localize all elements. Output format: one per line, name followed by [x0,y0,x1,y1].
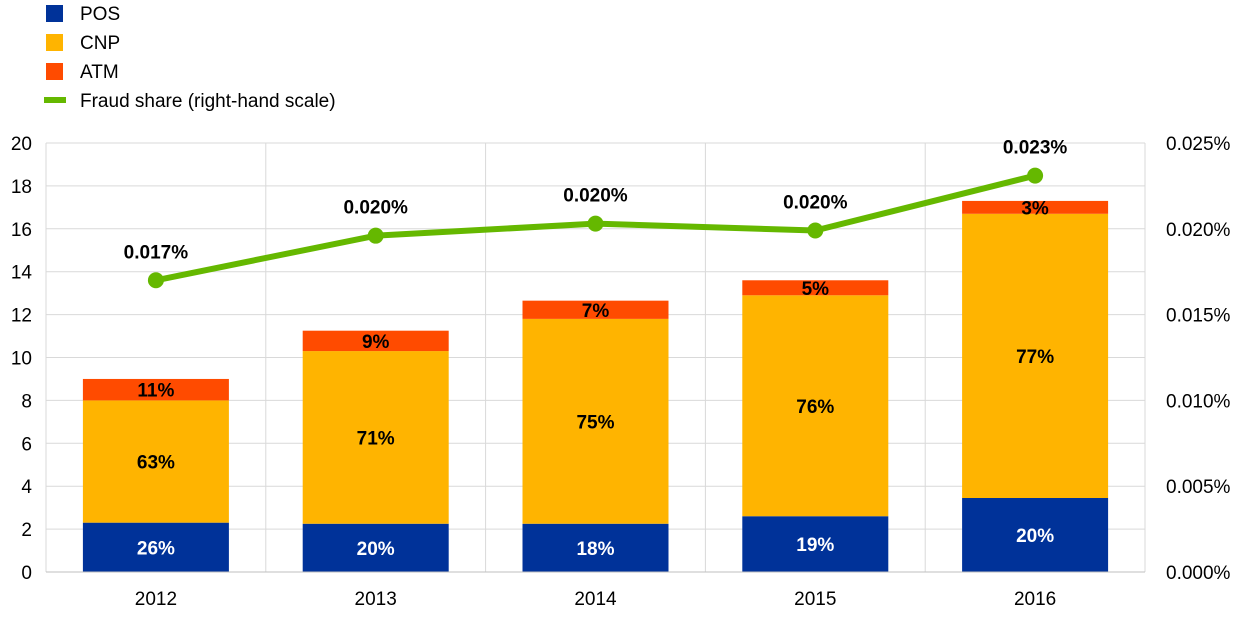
fraud-share-point [147,272,164,289]
legend-label: POS [80,4,120,25]
bar-atm [962,200,1109,214]
y-left-tick-label: 6 [21,434,32,455]
x-tick-label: 2013 [355,589,397,610]
bars: 26% 63% 11% 20% 71% 9% 18% 75% 7% 19% 76% 5% 20% 77% 3… [82,198,1109,572]
bar-atm [82,378,229,401]
y-right-tick-label: 0.010% [1166,391,1231,412]
bar-data-label: 77% [1016,347,1054,368]
bar-data-label: 20% [357,539,395,560]
legend: POS CNP ATM Fraud share (right-hand scale) [44,4,336,112]
bar-cnp [962,213,1109,498]
bar-data-label: 18% [576,539,614,560]
x-tick-label: 2012 [135,589,177,610]
y-left-tick-label: 0 [21,563,32,584]
fraud-share-line: 0.017% 0.020% 0.020% 0.020% 0.023% [124,138,1068,289]
fraud-share-data-label: 0.023% [1003,138,1068,159]
bar-cnp [742,295,889,517]
bar-data-label: 76% [796,397,834,418]
bar-data-label: 20% [1016,526,1054,547]
bar-cnp [522,318,669,524]
bar-data-label: 3% [1021,198,1049,219]
fraud-share-point [807,222,824,239]
fraud-share-data-label: 0.020% [343,198,408,219]
y-right-tick-label: 0.005% [1166,477,1231,498]
y-right-tick-label: 0.000% [1166,563,1231,584]
axes: 0 2 4 6 8 10 12 14 16 18 20 0.000% 0.005% 0.010% 0.015… [11,134,1231,610]
y-left-tick-label: 2 [21,520,32,541]
y-right-tick-label: 0.025% [1166,134,1231,155]
legend-label: ATM [80,62,119,83]
bar-atm [522,300,669,319]
y-left-tick-label: 14 [11,263,33,284]
y-left-tick-label: 8 [21,391,32,412]
legend-label: CNP [80,33,120,54]
legend-swatch [46,34,63,51]
x-tick-label: 2014 [574,589,617,610]
fraud-share-data-label: 0.020% [783,193,848,214]
bar-data-label: 7% [582,301,610,322]
y-right-tick-label: 0.015% [1166,306,1231,327]
x-tick-label: 2015 [794,589,836,610]
bar-atm [302,330,449,352]
x-tick-label: 2016 [1014,589,1056,610]
legend-swatch [46,63,63,80]
bar-cnp [82,400,229,523]
bar-data-label: 63% [137,453,175,474]
bar-pos [82,522,229,572]
bar-pos [962,497,1109,572]
fraud-share-data-label: 0.017% [124,242,189,263]
bar-data-label: 19% [796,535,834,556]
y-left-tick-label: 16 [11,220,32,241]
bar-data-label: 26% [137,538,175,559]
legend-swatch [46,5,63,22]
fraud-share-data-label: 0.020% [563,186,628,207]
bar-data-label: 11% [137,381,174,402]
fraud-share-point [1027,167,1044,184]
y-left-tick-label: 12 [11,306,32,327]
bar-atm [742,280,889,296]
fraud-share-point [367,227,384,244]
y-right-tick-label: 0.020% [1166,220,1231,241]
bar-pos [522,523,669,572]
bar-pos [302,523,449,572]
y-left-tick-label: 20 [11,134,32,155]
bar-data-label: 71% [357,428,395,449]
bar-cnp [302,351,449,524]
y-left-tick-label: 18 [11,177,32,198]
y-left-tick-label: 10 [11,349,32,370]
y-left-tick-label: 4 [21,477,32,498]
legend-label: Fraud share (right-hand scale) [80,91,336,112]
bar-pos [742,516,889,572]
bar-data-label: 75% [576,412,614,433]
fraud-share-point [587,215,604,232]
bar-data-label: 9% [362,332,390,353]
bar-data-label: 5% [802,279,830,300]
